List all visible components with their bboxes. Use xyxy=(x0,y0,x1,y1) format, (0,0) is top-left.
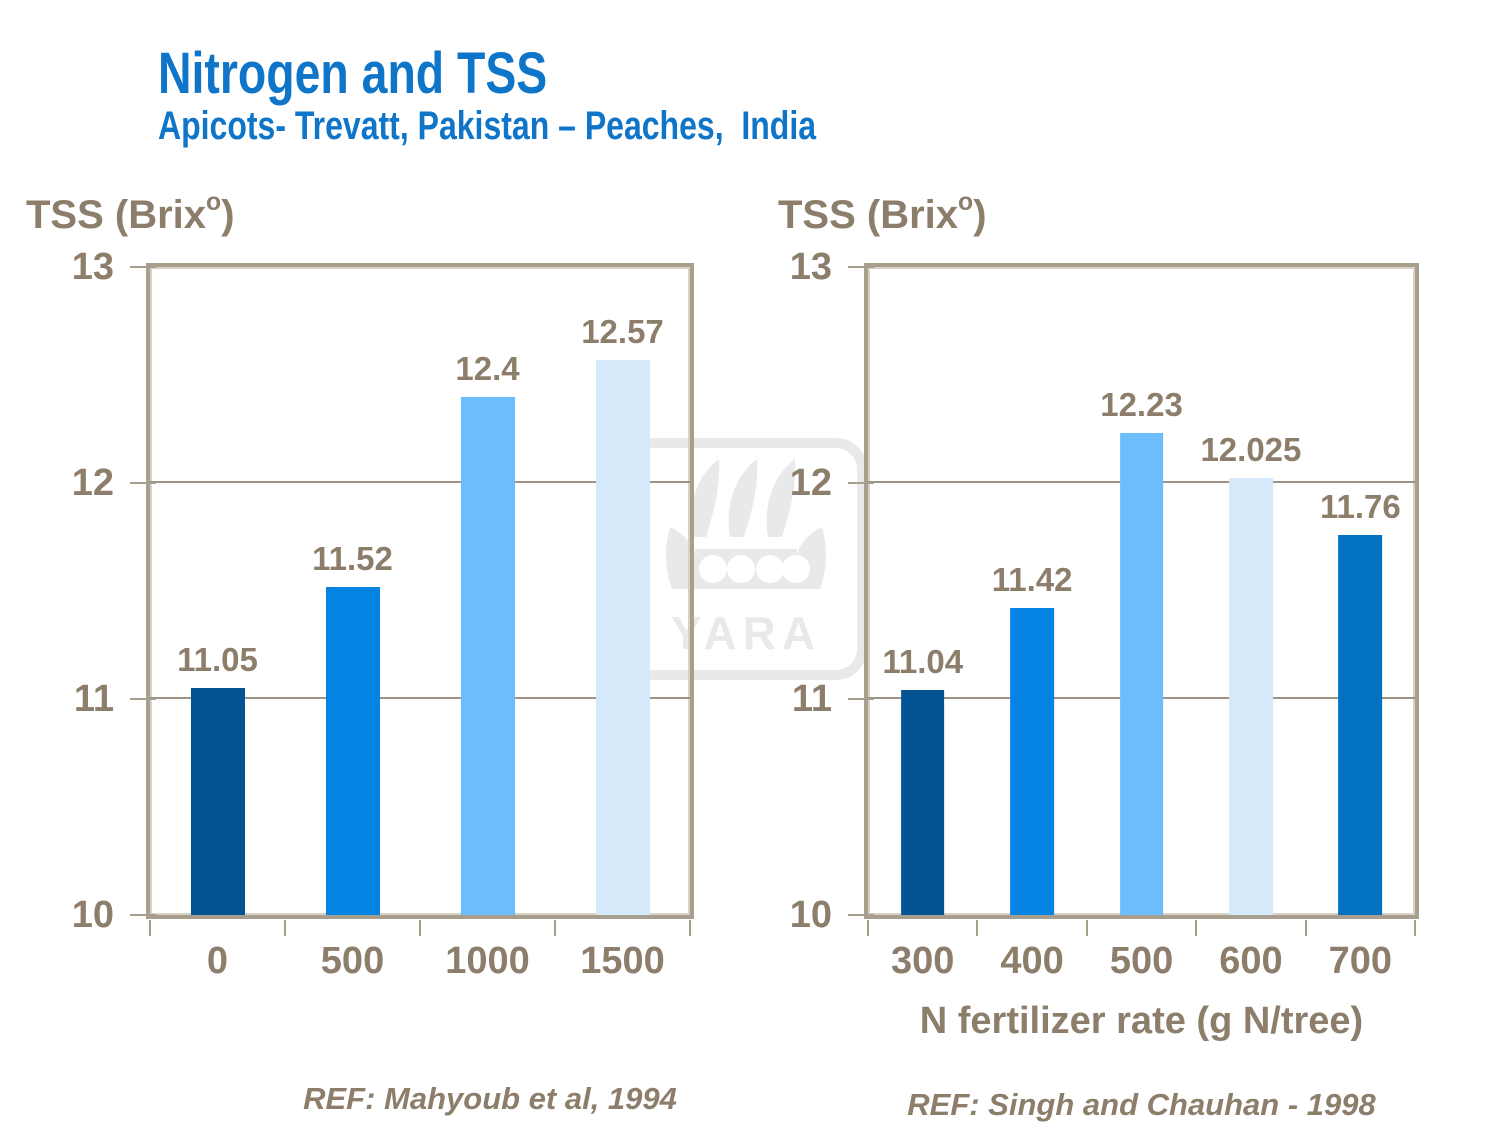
bar-slot-400: 11.42 xyxy=(977,267,1086,915)
y-axis-title: TSS (Brixo) xyxy=(26,190,235,237)
y-axis-title-superscript: o xyxy=(206,188,222,216)
yara-watermark: YARA xyxy=(623,438,867,680)
bar-300 xyxy=(900,690,945,915)
x-tick-label: 600 xyxy=(1219,940,1283,982)
x-tick-label: 1000 xyxy=(445,940,530,982)
x-tick-label: 500 xyxy=(320,940,385,982)
bar-slot-1000: 12.4 xyxy=(420,267,555,915)
bar-value-label: 11.52 xyxy=(312,539,393,577)
y-axis-title-superscript: o xyxy=(958,188,974,216)
bar-series: 11.05 11.52 12.4 12.57 xyxy=(150,267,690,915)
bar-slot-500: 12.23 xyxy=(1087,267,1196,915)
x-tick-mark xyxy=(284,920,286,936)
bar-slot-500: 11.52 xyxy=(285,267,420,915)
bar-value-label: 11.05 xyxy=(177,641,258,679)
y-tick-mark xyxy=(130,914,156,916)
bar-500 xyxy=(325,586,380,915)
bar-1000 xyxy=(460,396,515,915)
y-tick-mark xyxy=(130,698,156,700)
bar-400 xyxy=(1010,608,1054,915)
x-tick-mark xyxy=(1085,920,1088,936)
y-tick-mark xyxy=(130,482,156,484)
bar-series: 11.04 11.42 12.23 12.025 11.76 xyxy=(868,267,1415,915)
bar-value-label: 12.23 xyxy=(1100,386,1183,424)
y-tick-mark xyxy=(130,266,156,268)
y-tick-label: 13 xyxy=(71,246,114,288)
y-tick-label: 13 xyxy=(789,246,832,288)
bar-value-label: 12.4 xyxy=(455,349,520,387)
bar-slot-0: 11.05 xyxy=(150,267,285,915)
reference-citation: REF: Mahyoub et al, 1994 xyxy=(303,1081,677,1116)
bar-slot-1500: 12.57 xyxy=(555,267,690,915)
x-tick-label: 1500 xyxy=(580,940,665,982)
bar-1500 xyxy=(595,359,650,915)
x-tick-mark xyxy=(419,920,421,936)
bar-0 xyxy=(190,688,245,915)
y-tick-label: 12 xyxy=(71,462,114,504)
y-axis-title-suffix: ) xyxy=(973,193,987,237)
bar-value-label: 11.42 xyxy=(991,561,1073,599)
x-tick-mark xyxy=(867,920,869,936)
y-tick-mark xyxy=(848,914,874,916)
x-tick-mark xyxy=(976,920,979,936)
x-axis-title: N fertilizer rate (g N/tree) xyxy=(919,1000,1364,1042)
bar-700 xyxy=(1338,534,1383,915)
x-axis: 300 400 500 600 700 xyxy=(868,942,1415,980)
x-tick-mark xyxy=(1304,920,1307,936)
y-tick-mark xyxy=(848,266,874,268)
plot-area: 11.04 11.42 12.23 12.025 11.76 xyxy=(864,263,1419,936)
y-axis-title-text: TSS (Brix xyxy=(26,193,207,237)
gridline-11 xyxy=(150,697,690,699)
x-tick-label: 400 xyxy=(1000,940,1064,982)
peach-tss-chart: TSS (Brixo) 10 11 12 13 11.04 11.42 12.23 12.0… xyxy=(750,190,1500,1126)
x-tick-mark xyxy=(1195,920,1198,936)
x-tick-label: 0 xyxy=(206,940,229,982)
y-tick-mark xyxy=(848,698,874,700)
y-tick-mark xyxy=(848,482,874,484)
y-axis-title-text: TSS (Brix xyxy=(778,193,959,237)
bar-600 xyxy=(1229,477,1273,915)
slide-subtitle: Apicots- Trevatt, Pakistan – Peaches, In… xyxy=(158,104,817,148)
viking-ship-icon xyxy=(666,459,826,589)
x-tick-label: 300 xyxy=(891,940,955,982)
y-tick-label: 10 xyxy=(71,894,114,936)
x-tick-label: 700 xyxy=(1328,940,1393,982)
gridline-12 xyxy=(150,481,690,483)
bar-slot-700: 11.76 xyxy=(1306,267,1415,915)
y-tick-label: 10 xyxy=(789,894,832,936)
apricot-tss-chart: TSS (Brixo) 10 11 12 13 11.05 11.52 12.4 12.57… xyxy=(0,190,750,1126)
bar-slot-300: 11.04 xyxy=(868,267,977,915)
x-tick-label: 500 xyxy=(1109,940,1174,982)
bar-500 xyxy=(1119,433,1164,915)
bar-value-label: 12.025 xyxy=(1200,430,1302,468)
slide-title: Nitrogen and TSS xyxy=(158,41,548,106)
plot-area: 11.05 11.52 12.4 12.57 xyxy=(146,263,694,936)
x-tick-mark xyxy=(689,920,691,936)
y-tick-label: 12 xyxy=(789,462,832,504)
x-axis: 0 500 1000 1500 xyxy=(150,942,690,980)
yara-wordmark: YARA xyxy=(671,607,821,659)
bar-slot-600: 12.025 xyxy=(1196,267,1305,915)
bar-value-label: 11.76 xyxy=(1319,487,1401,525)
bar-value-label: 12.57 xyxy=(581,312,664,350)
reference-citation: REF: Singh and Chauhan - 1998 xyxy=(907,1087,1376,1122)
bar-value-label: 11.04 xyxy=(882,643,964,681)
y-tick-label: 11 xyxy=(791,678,832,720)
x-tick-mark xyxy=(554,920,556,936)
y-axis-title-suffix: ) xyxy=(221,193,235,237)
x-tick-mark xyxy=(1414,920,1416,936)
y-axis-title: TSS (Brixo) xyxy=(778,190,987,237)
y-tick-label: 11 xyxy=(73,678,114,720)
x-tick-mark xyxy=(149,920,151,936)
y-axis: 10 11 12 13 xyxy=(718,248,874,934)
y-axis: 10 11 12 13 xyxy=(0,248,156,934)
